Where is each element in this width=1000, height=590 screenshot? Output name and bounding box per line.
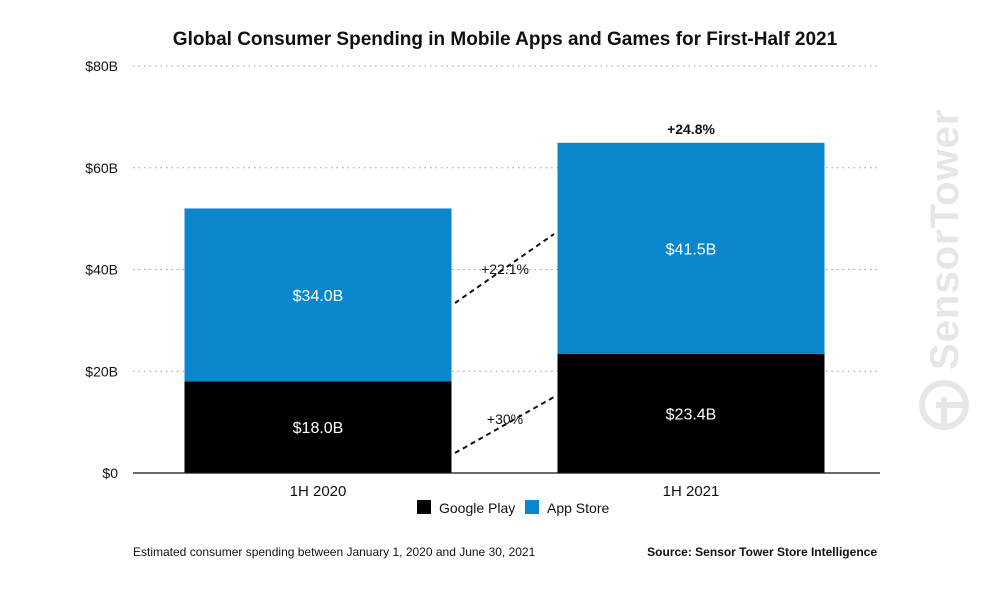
growth-connector-google-play	[454, 396, 555, 454]
data-label-app-store: $41.5B	[666, 241, 717, 258]
bar-google-play	[184, 381, 452, 473]
watermark-text: SensorTower	[923, 109, 967, 370]
y-tick-label: $0	[102, 465, 118, 481]
data-label-google-play: $23.4B	[666, 406, 717, 423]
x-category-label: 1H 2020	[290, 483, 347, 500]
watermark: SensorTower	[919, 109, 969, 430]
data-label-google-play: $18.0B	[293, 420, 344, 437]
x-category-label: 1H 2021	[663, 483, 720, 500]
y-tick-label: $80B	[85, 58, 118, 74]
y-tick-label: $20B	[85, 363, 118, 379]
chart-title: Global Consumer Spending in Mobile Apps …	[173, 29, 838, 50]
y-axis-ticks: $0 $20B $40B $60B $80B	[85, 58, 118, 481]
legend-label-google-play: Google Play	[439, 500, 515, 516]
bars: $18.0B $34.0B $23.4B $41.5B	[184, 142, 825, 473]
growth-annotations: +30% +22.1% +24.8%	[454, 121, 715, 454]
bar-app-store	[184, 208, 452, 382]
source-credit: Source: Sensor Tower Store Intelligence	[647, 545, 877, 559]
sensor-tower-logo-icon	[919, 380, 969, 430]
legend-swatch-google-play	[417, 500, 431, 514]
x-axis-categories: 1H 2020 1H 2021	[290, 483, 720, 500]
legend-label-app-store: App Store	[547, 500, 609, 516]
legend-swatch-app-store	[525, 500, 539, 514]
growth-label-total: +24.8%	[667, 121, 715, 137]
y-tick-label: $60B	[85, 160, 118, 176]
bar-google-play	[557, 353, 825, 473]
y-tick-label: $40B	[85, 262, 118, 278]
growth-connector-app-store	[454, 233, 555, 304]
footnote: Estimated consumer spending between Janu…	[133, 545, 536, 559]
growth-label-google-play: +30%	[487, 411, 523, 427]
legend: Google Play App Store	[417, 500, 609, 516]
growth-label-app-store: +22.1%	[481, 261, 529, 277]
data-label-app-store: $34.0B	[293, 288, 344, 305]
bar-app-store	[557, 142, 825, 354]
